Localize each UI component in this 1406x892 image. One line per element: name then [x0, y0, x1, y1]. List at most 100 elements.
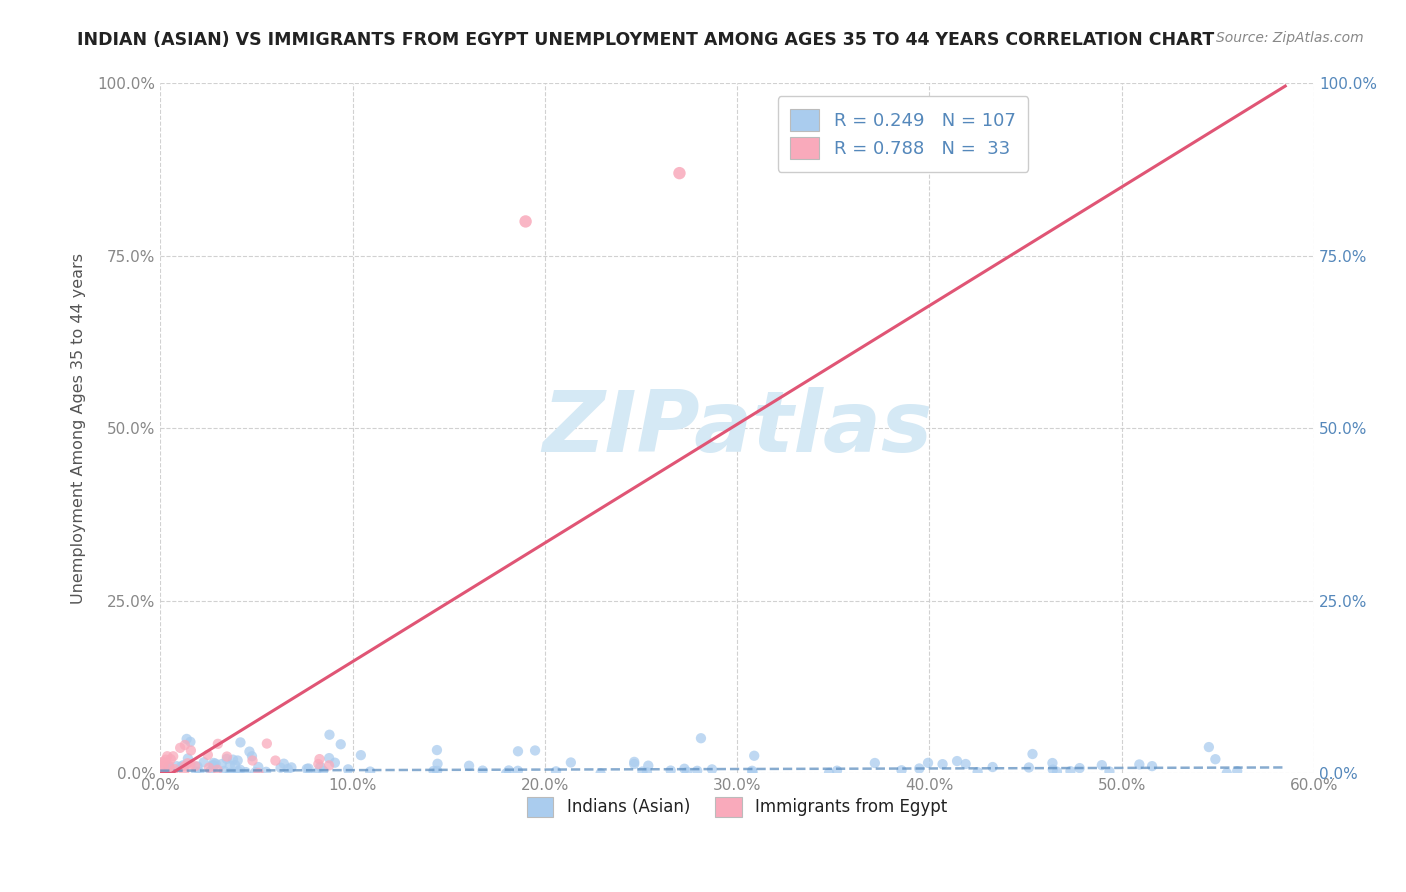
Point	[506, 744, 529, 758]
Point	[238, 745, 260, 759]
Point	[890, 764, 912, 778]
Point	[359, 764, 381, 779]
Point	[506, 764, 529, 778]
Point	[177, 751, 200, 765]
Point	[297, 762, 319, 776]
Point	[215, 749, 238, 764]
Point	[498, 764, 520, 778]
Point	[1128, 757, 1150, 772]
Point	[200, 764, 222, 778]
Point	[155, 753, 177, 767]
Point	[186, 764, 208, 779]
Point	[215, 752, 238, 766]
Point	[946, 754, 969, 768]
Point	[212, 764, 235, 778]
Point	[623, 755, 645, 769]
Point	[184, 759, 207, 773]
Point	[318, 728, 340, 742]
Point	[152, 755, 174, 769]
Point	[226, 754, 249, 768]
Point	[152, 766, 174, 780]
Point	[176, 756, 198, 771]
Point	[202, 759, 225, 773]
Point	[201, 758, 224, 772]
Point	[256, 737, 278, 751]
Point	[166, 759, 188, 773]
Point	[235, 765, 257, 780]
Point	[337, 762, 360, 776]
Point	[193, 756, 215, 770]
Point	[908, 762, 931, 776]
Point	[589, 766, 612, 780]
Point	[426, 743, 449, 757]
Point	[202, 756, 225, 770]
Point	[690, 731, 713, 746]
Point	[818, 766, 841, 780]
Point	[318, 751, 340, 765]
Point	[270, 761, 292, 775]
Point	[659, 764, 682, 778]
Point	[471, 764, 494, 778]
Point	[1216, 766, 1239, 780]
Point	[240, 749, 263, 764]
Point	[173, 738, 195, 752]
Point	[156, 749, 179, 764]
Point	[173, 764, 195, 779]
Point	[186, 759, 208, 773]
Point	[229, 735, 252, 749]
Point	[1042, 763, 1064, 777]
Point	[350, 748, 373, 763]
Point	[179, 757, 201, 772]
Point	[295, 762, 318, 776]
Point	[1018, 760, 1040, 774]
Point	[631, 764, 654, 779]
Point	[247, 765, 270, 780]
Point	[219, 765, 242, 780]
Point	[180, 743, 202, 757]
Point	[955, 757, 977, 772]
Point	[458, 758, 481, 772]
Point	[242, 754, 264, 768]
Point	[1204, 752, 1226, 766]
Point	[157, 758, 180, 772]
Point	[170, 759, 193, 773]
Point	[218, 758, 240, 772]
Point	[623, 757, 645, 772]
Point	[524, 743, 547, 757]
Point	[277, 762, 299, 776]
Point	[224, 758, 246, 772]
Point	[636, 765, 658, 780]
Point	[159, 752, 181, 766]
Text: ZIPatlas: ZIPatlas	[543, 387, 932, 470]
Point	[254, 764, 277, 779]
Point	[981, 760, 1004, 774]
Point	[1021, 747, 1043, 761]
Point	[229, 763, 252, 777]
Point	[157, 761, 180, 775]
Point	[422, 764, 444, 778]
Point	[309, 760, 332, 774]
Point	[264, 754, 287, 768]
Point	[207, 737, 229, 751]
Point	[198, 761, 221, 775]
Point	[515, 214, 537, 228]
Point	[1198, 740, 1220, 755]
Point	[1042, 756, 1064, 770]
Point	[162, 749, 184, 764]
Point	[188, 764, 211, 779]
Point	[1069, 761, 1091, 775]
Point	[931, 757, 953, 772]
Point	[1046, 764, 1069, 779]
Point	[917, 756, 939, 770]
Point	[544, 764, 567, 779]
Point	[173, 759, 195, 773]
Point	[247, 760, 270, 774]
Point	[152, 759, 174, 773]
Point	[149, 760, 172, 774]
Point	[426, 764, 449, 778]
Point	[318, 758, 340, 772]
Point	[176, 731, 198, 746]
Point	[280, 760, 302, 774]
Point	[172, 758, 194, 772]
Point	[673, 762, 696, 776]
